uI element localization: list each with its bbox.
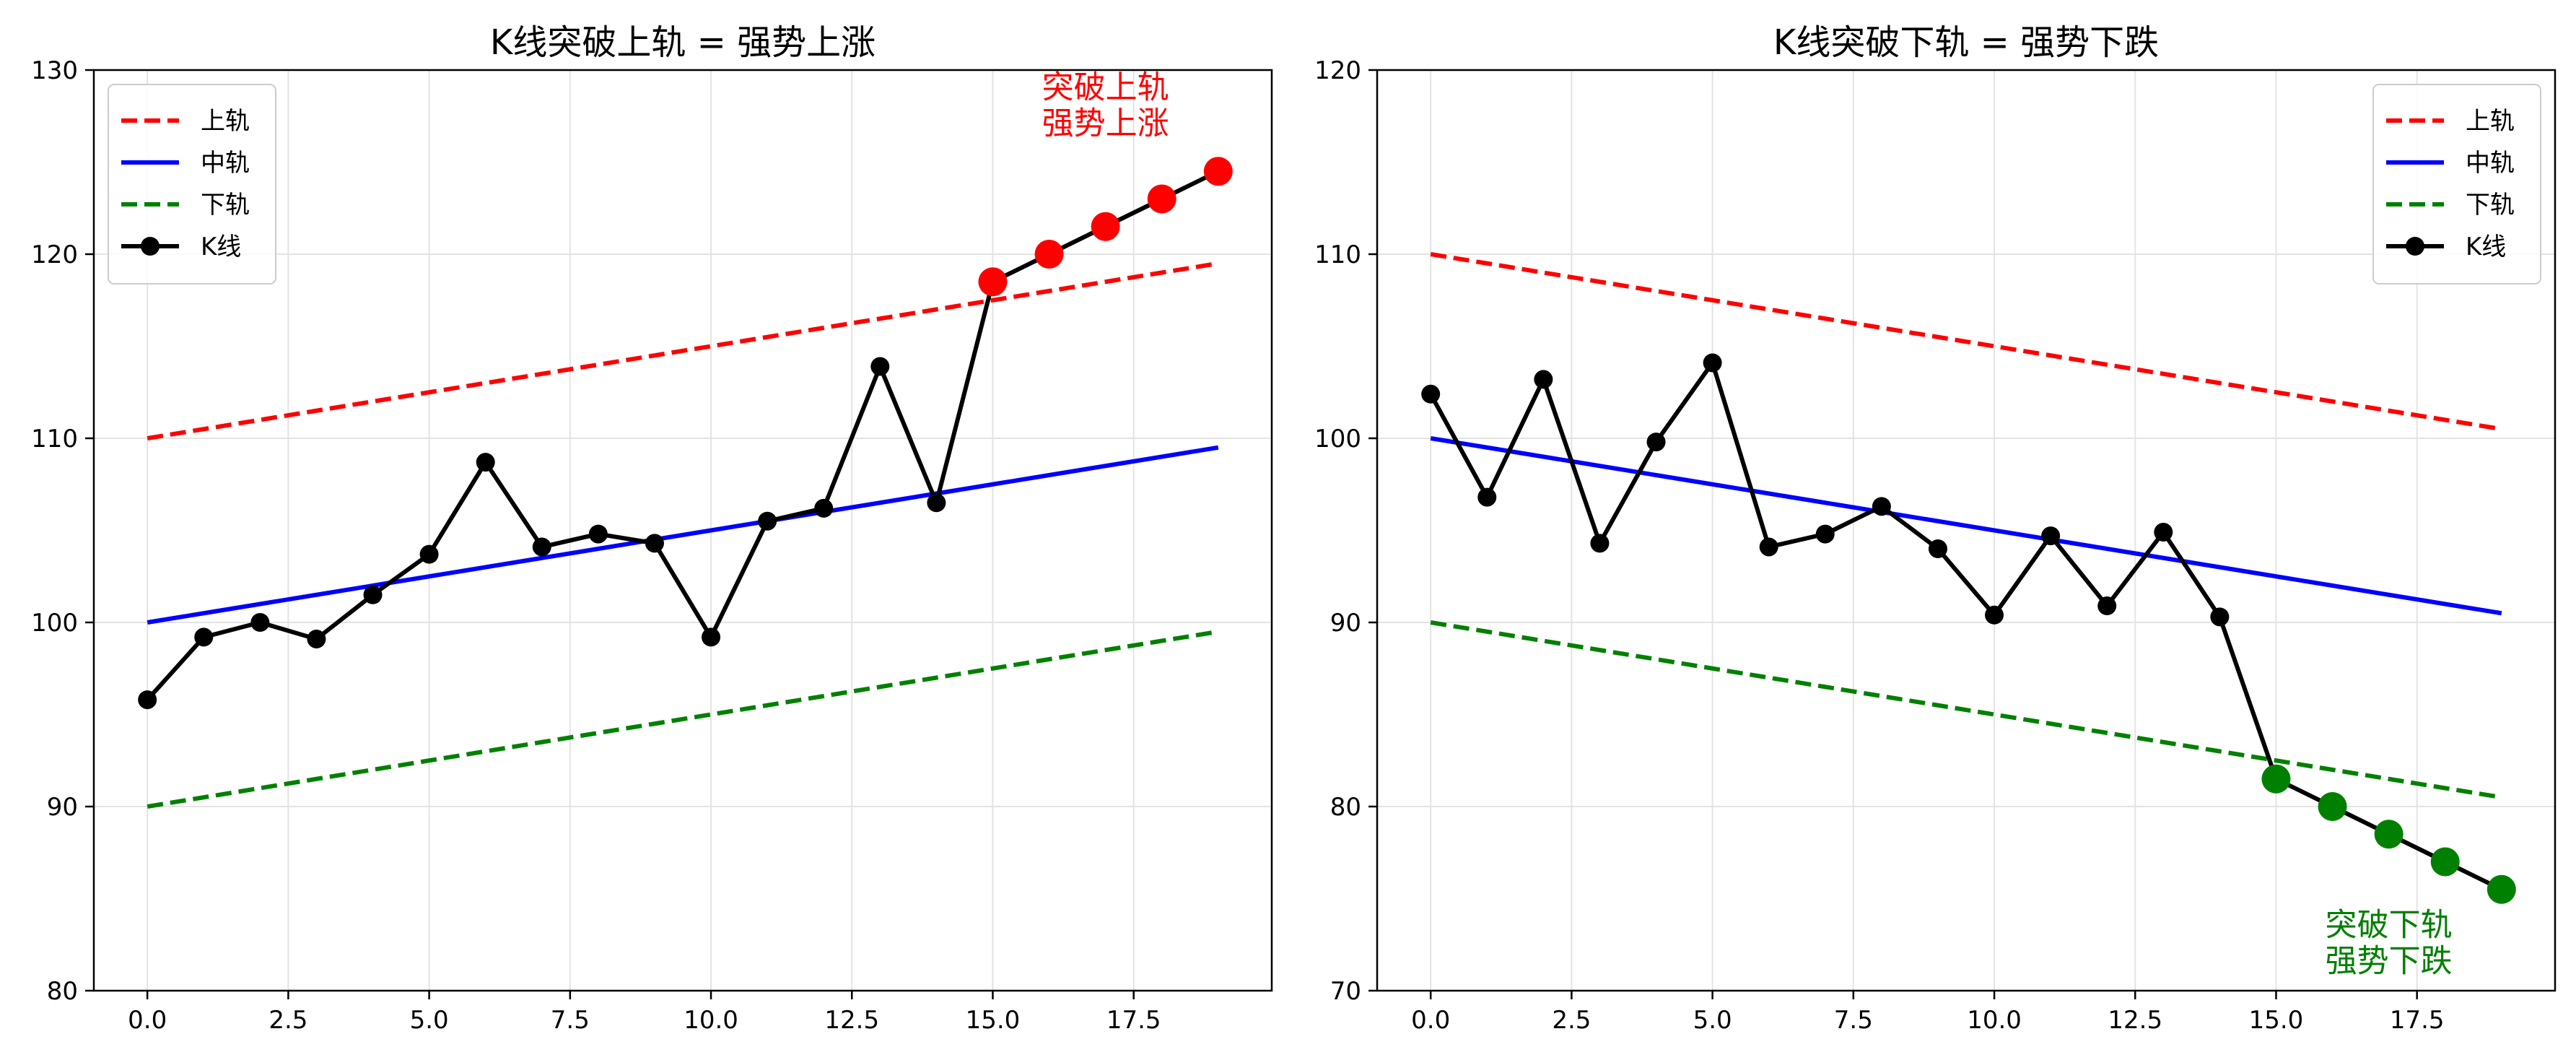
legend-marker — [2406, 237, 2424, 256]
k-line-point — [1928, 539, 1947, 558]
k-line-point — [2154, 523, 2173, 542]
y-tick-label: 90 — [1330, 609, 1361, 638]
legend-label: 上轨 — [201, 107, 250, 136]
k-line-point — [588, 524, 608, 544]
annotation-text: 强势下跌 — [2326, 943, 2453, 980]
k-line-point — [1477, 487, 1497, 507]
x-tick-label: 5.0 — [1693, 1006, 1732, 1035]
k-line-point — [419, 544, 439, 564]
x-tick-label: 12.5 — [824, 1006, 879, 1035]
y-tick-label: 70 — [1330, 977, 1361, 1006]
k-line-point — [814, 498, 834, 518]
legend-marker — [141, 237, 160, 256]
x-tick-label: 2.5 — [268, 1006, 307, 1035]
axes-frame — [1376, 69, 2557, 992]
breakout-point — [1034, 240, 1064, 269]
k-line-point — [927, 493, 946, 513]
k-line-point — [476, 453, 495, 472]
k-line-point — [2097, 596, 2117, 616]
k-line-point — [307, 629, 326, 648]
k-line-point — [1759, 537, 1778, 557]
x-tick-label: 17.5 — [1106, 1006, 1161, 1035]
chart-panel-2: K线突破下轨 = 强势下跌 0.0 2.5 5.0 7.5 10.0 12.5 15.0 17.… — [1314, 22, 2557, 1035]
k-line-point — [194, 627, 214, 647]
series-line-1 — [147, 261, 1219, 440]
breakout-point — [2430, 847, 2460, 877]
x-tick-label: 2.5 — [1552, 1006, 1591, 1035]
series-line-1 — [1430, 252, 2502, 432]
chart-title: K线突破下轨 = 强势下跌 — [1773, 22, 2159, 63]
series-line-2 — [147, 445, 1219, 625]
y-tick-label: 100 — [31, 609, 78, 638]
breakout-point — [2374, 820, 2403, 849]
x-tick-label: 7.5 — [551, 1006, 590, 1035]
k-line-point — [1646, 433, 1666, 452]
y-tick-label: 80 — [47, 977, 78, 1006]
breakout-point — [1147, 184, 1176, 214]
k-line-point — [1703, 353, 1722, 373]
y-tick-label: 80 — [1330, 793, 1361, 822]
k-line-point — [532, 537, 551, 557]
k-line-point — [250, 613, 270, 632]
legend-label: K线 — [201, 233, 241, 261]
legend-label: 中轨 — [201, 149, 250, 178]
annotation-text: 突破下轨 — [2326, 907, 2453, 944]
x-tick-label: 7.5 — [1834, 1006, 1873, 1035]
k-line-point — [1421, 384, 1441, 404]
y-tick-label: 130 — [31, 56, 78, 85]
y-tick-label: 120 — [31, 240, 78, 269]
y-tick-label: 110 — [1314, 240, 1361, 269]
legend-box — [108, 84, 276, 284]
x-tick-label: 0.0 — [1411, 1006, 1450, 1035]
annotation-text: 突破上轨 — [1042, 69, 1169, 105]
x-tick-label: 17.5 — [2390, 1006, 2445, 1035]
legend-box — [2372, 84, 2541, 284]
k-line-point — [758, 511, 777, 531]
chart-title: K线突破上轨 = 强势上涨 — [490, 22, 876, 63]
legend-label: 中轨 — [2466, 149, 2515, 178]
chart-panel-1: K线突破上轨 = 强势上涨 0.0 2.5 5.0 7.5 10.0 12.5 15.0 17.… — [31, 22, 1273, 1035]
annotation-text: 强势上涨 — [1042, 105, 1169, 142]
x-tick-label: 15.0 — [966, 1006, 1021, 1035]
y-tick-label: 120 — [1314, 56, 1361, 85]
k-line-point — [138, 690, 157, 710]
legend-label: 上轨 — [2466, 107, 2515, 136]
k-line-point — [645, 534, 664, 553]
series-line-3 — [1430, 620, 2502, 800]
y-tick-label: 90 — [47, 793, 78, 822]
breakout-point — [1203, 157, 1233, 186]
k-line-point — [1985, 605, 2004, 625]
legend-label: 下轨 — [201, 191, 250, 220]
axes-frame — [92, 69, 1273, 992]
breakout-point — [2487, 874, 2516, 904]
y-tick-label: 110 — [31, 425, 78, 453]
breakout-point — [978, 267, 1008, 297]
breakout-point — [1091, 212, 1120, 241]
k-line-point — [363, 585, 383, 604]
k-line-point — [2041, 526, 2061, 546]
breakout-point — [2318, 792, 2347, 821]
breakout-point — [2261, 764, 2291, 794]
x-tick-label: 5.0 — [410, 1006, 449, 1035]
k-line-point — [1815, 524, 1835, 544]
y-tick-label: 100 — [1314, 425, 1361, 453]
k-line-point — [870, 357, 890, 376]
k-line-point — [1872, 497, 1891, 516]
k-line-point — [1534, 370, 1553, 389]
x-tick-label: 15.0 — [2249, 1006, 2304, 1035]
series-line-2 — [1430, 436, 2502, 616]
k-line-point — [702, 627, 721, 647]
k-line-point — [2210, 607, 2230, 627]
x-tick-label: 10.0 — [684, 1006, 738, 1035]
legend-label: K线 — [2466, 233, 2506, 261]
series-line-3 — [147, 629, 1219, 809]
k-line-point — [1590, 534, 1610, 553]
x-tick-label: 0.0 — [128, 1006, 167, 1035]
x-tick-label: 12.5 — [2108, 1006, 2162, 1035]
legend-label: 下轨 — [2466, 191, 2515, 220]
x-tick-label: 10.0 — [1967, 1006, 2022, 1035]
